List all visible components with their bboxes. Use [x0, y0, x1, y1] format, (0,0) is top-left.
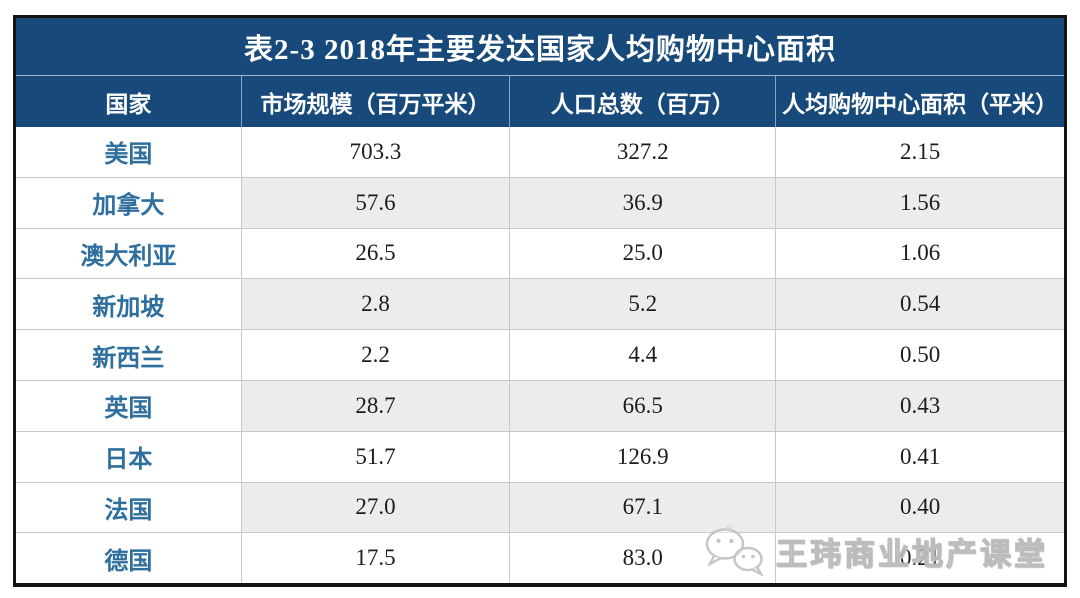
table-row: 新加坡 2.8 5.2 0.54	[16, 278, 1064, 330]
cell-per-capita-area: 2.15	[775, 127, 1064, 178]
cell-country: 新加坡	[16, 278, 242, 330]
cell-per-capita-area: 0.43	[775, 379, 1064, 432]
cell-population: 67.1	[509, 481, 776, 533]
cell-per-capita-area: 0.50	[775, 329, 1064, 381]
cell-market-size: 57.6	[240, 176, 510, 229]
cell-country: 德国	[16, 532, 242, 584]
table-row: 美国 703.3 327.2 2.15	[16, 127, 1064, 178]
cell-per-capita-area: 1.56	[775, 176, 1064, 229]
table-row: 加拿大 57.6 36.9 1.56	[16, 176, 1064, 229]
table-row: 法国 27.0 67.1 0.40	[16, 481, 1064, 533]
table-row: 德国 17.5 83.0 0.21	[16, 532, 1064, 584]
table-row: 澳大利亚 26.5 25.0 1.06	[16, 227, 1064, 279]
cell-population: 36.9	[509, 176, 776, 229]
table-row: 新西兰 2.2 4.4 0.50	[16, 329, 1064, 381]
cell-country: 日本	[16, 430, 242, 483]
cell-per-capita-area: 0.21	[775, 532, 1064, 584]
cell-market-size: 51.7	[240, 430, 510, 483]
cell-market-size: 2.2	[240, 329, 510, 381]
cell-market-size: 28.7	[240, 379, 510, 432]
cell-population: 327.2	[509, 127, 776, 178]
cell-per-capita-area: 1.06	[775, 227, 1064, 279]
col-header-population: 人口总数（百万）	[509, 76, 776, 127]
col-header-market-size: 市场规模（百万平米）	[240, 76, 510, 127]
cell-market-size: 26.5	[240, 227, 510, 279]
cell-country: 澳大利亚	[16, 227, 242, 279]
table-row: 英国 28.7 66.5 0.43	[16, 379, 1064, 432]
col-header-per-capita-area: 人均购物中心面积（平米）	[775, 76, 1064, 127]
cell-population: 4.4	[509, 329, 776, 381]
cell-country: 加拿大	[16, 176, 242, 229]
cell-country: 美国	[16, 127, 242, 178]
cell-population: 126.9	[509, 430, 776, 483]
cell-market-size: 17.5	[240, 532, 510, 584]
cell-market-size: 27.0	[240, 481, 510, 533]
table-container: 表2-3 2018年主要发达国家人均购物中心面积 国家 市场规模（百万平米） 人…	[13, 15, 1067, 588]
cell-population: 25.0	[509, 227, 776, 279]
cell-population: 5.2	[509, 278, 776, 330]
cell-market-size: 703.3	[240, 127, 510, 178]
col-header-country: 国家	[16, 76, 242, 127]
table-row: 日本 51.7 126.9 0.41	[16, 430, 1064, 483]
data-table: 国家 市场规模（百万平米） 人口总数（百万） 人均购物中心面积（平米） 美国 7…	[16, 76, 1064, 584]
cell-population: 66.5	[509, 379, 776, 432]
cell-market-size: 2.8	[240, 278, 510, 330]
cell-country: 法国	[16, 481, 242, 533]
cell-country: 英国	[16, 379, 242, 432]
cell-population: 83.0	[509, 532, 776, 584]
header-row: 国家 市场规模（百万平米） 人口总数（百万） 人均购物中心面积（平米）	[16, 76, 1064, 127]
cell-country: 新西兰	[16, 329, 242, 381]
cell-per-capita-area: 0.54	[775, 278, 1064, 330]
cell-per-capita-area: 0.41	[775, 430, 1064, 483]
cell-per-capita-area: 0.40	[775, 481, 1064, 533]
table-title: 表2-3 2018年主要发达国家人均购物中心面积	[16, 18, 1064, 76]
